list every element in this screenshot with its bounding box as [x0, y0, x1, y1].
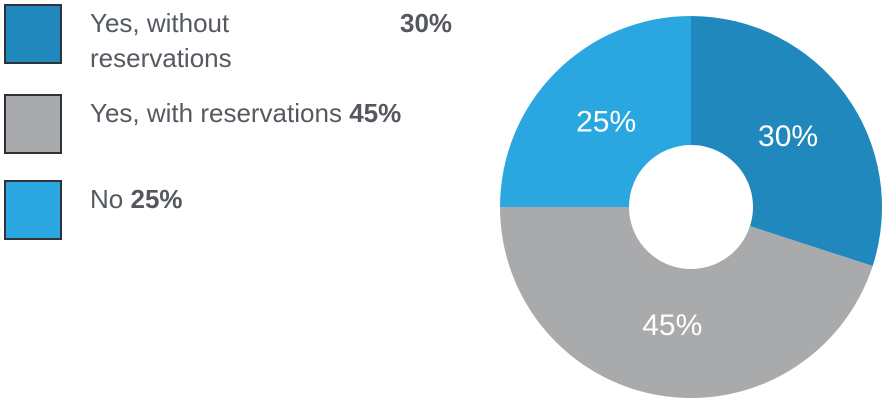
slice-label-yes-with-reservations: 45% [642, 309, 702, 342]
legend-label-no: No 25% [90, 182, 183, 217]
slice-label-yes-without-reservations: 30% [758, 120, 818, 153]
legend-label-yes-without-reservations: Yes, without reservations [90, 6, 232, 76]
legend-label-line1: Yes, without [90, 8, 230, 38]
legend-label: No [90, 184, 124, 214]
legend-label-line2: reservations [90, 43, 232, 73]
legend-swatch-yes-without-reservations [4, 4, 62, 64]
donut-slice-yes-without-reservations [691, 16, 883, 267]
legend-pct-yes-with-reservations: 45% [349, 98, 402, 128]
legend-swatch-no [4, 180, 62, 240]
donut-slice-yes-with-reservations [500, 207, 873, 398]
legend-label: Yes, with reservations [90, 98, 342, 128]
legend-pct-yes-without-reservations: 30% [400, 8, 453, 38]
donut-slice-no [500, 16, 691, 207]
legend-pct-no: 25% [130, 184, 183, 214]
legend-swatch-yes-with-reservations [4, 94, 62, 154]
slice-label-no: 25% [576, 106, 636, 139]
legend-label-yes-with-reservations: Yes, with reservations 45% [90, 96, 401, 131]
